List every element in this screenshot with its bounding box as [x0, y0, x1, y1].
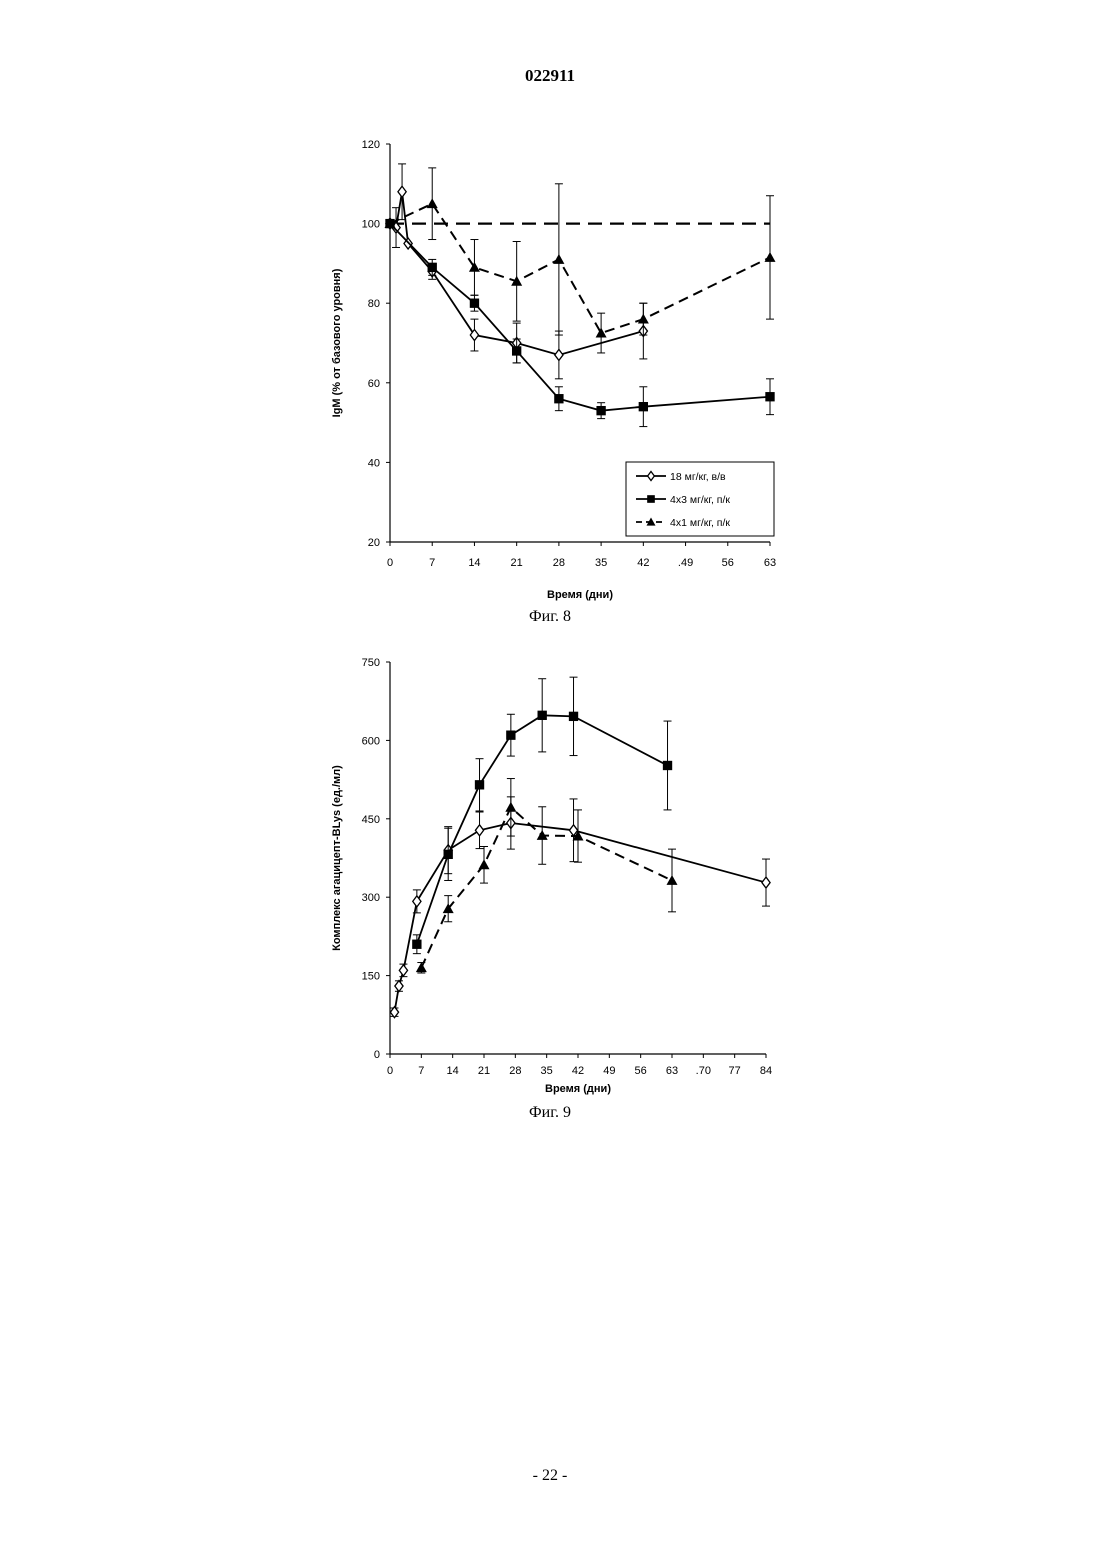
series-2-point [666, 874, 678, 885]
x-tick-label: .70 [696, 1065, 711, 1077]
series-1-point [443, 849, 453, 860]
document-number: 022911 [524, 66, 576, 85]
series-2-point [572, 830, 584, 841]
x-tick-label: 14 [468, 557, 480, 569]
series-0-point [553, 348, 564, 362]
series-0-point [397, 185, 408, 199]
y-tick-label: 20 [368, 537, 380, 549]
y-tick-label: 80 [368, 298, 380, 310]
y-tick-label: 40 [368, 457, 380, 469]
series-2-point [468, 261, 480, 272]
series-2-point [426, 198, 438, 209]
x-tick-label: 21 [511, 557, 523, 569]
chart-fig8-igm: 20 40 60 80 100 120 0 7 14 21 28 35 42 .49 56 63 Время (… [331, 139, 776, 601]
y-tick-label: 60 [368, 378, 380, 390]
chart-fig9-complex: 0 150 300 450 600 750 0 7 14 21 28 35 42 49 56 63 .70 77 8… [331, 657, 772, 1095]
x-tick-label: 28 [553, 557, 565, 569]
series-0-point [394, 979, 404, 993]
series-0-point [761, 875, 771, 890]
series-1-point [412, 939, 422, 949]
series-2-point [415, 962, 427, 973]
series-1-point [537, 710, 547, 720]
series-1-point [511, 346, 522, 356]
series-1-point [596, 405, 606, 416]
legend-marker-0 [646, 470, 656, 482]
x-tick-label: 42 [572, 1065, 584, 1077]
series-2-point [764, 251, 776, 262]
series-0-point [469, 328, 480, 342]
y-tick-label: 100 [362, 219, 380, 231]
legend-label-2: 4х1 мг/кг, п/к [670, 517, 730, 529]
series-2-point [478, 859, 490, 870]
y-axis-label: IgM (% от базового уровня) [331, 268, 343, 417]
series-2-point [505, 801, 517, 812]
series-2-line [389, 202, 771, 335]
x-tick-label: 49 [603, 1065, 615, 1077]
y-axis-label: Комплекс агацицепт-BLys (ед./мл) [331, 765, 343, 951]
series-1-point [506, 730, 516, 740]
x-tick-label: 7 [429, 557, 435, 569]
x-tick-label: 7 [418, 1065, 424, 1077]
series-2-point [595, 327, 607, 338]
series-1-point [638, 402, 649, 412]
series-0-point [474, 823, 485, 837]
x-tick-label: 14 [447, 1065, 459, 1077]
y-tick-label: 450 [362, 814, 380, 826]
series-1-point [554, 394, 564, 404]
x-tick-label: 0 [387, 1065, 393, 1077]
x-tick-label: 0 [387, 557, 393, 569]
series-1-point [469, 298, 480, 308]
x-tick-label: .49 [678, 557, 693, 569]
y-tick-label: 0 [374, 1049, 380, 1061]
y-tick-label: 300 [362, 892, 380, 904]
series-1-line [389, 222, 771, 412]
series-1-point [662, 760, 673, 771]
x-tick-label: 28 [509, 1065, 521, 1077]
y-tick-label: 120 [362, 139, 380, 151]
figure-caption-9: Фиг. 9 [529, 1104, 571, 1121]
series-2-point [442, 903, 454, 914]
series-2-point [536, 830, 548, 840]
legend-marker-1 [647, 495, 655, 503]
x-tick-label: 56 [722, 557, 734, 569]
x-axis-label: Время (дни) [547, 589, 613, 601]
series-1-point [568, 711, 579, 722]
series-2-point [553, 253, 565, 264]
y-tick-label: 750 [362, 657, 380, 669]
x-tick-label: 35 [541, 1065, 553, 1077]
y-tick-label: 600 [362, 735, 380, 747]
legend-marker-2 [646, 517, 656, 526]
x-tick-label: 21 [478, 1065, 490, 1077]
page-number: - 22 - [532, 1467, 568, 1484]
x-axis-label: Время (дни) [545, 1083, 611, 1095]
legend-label-0: 18 мг/кг, в/в [670, 471, 726, 483]
x-tick-label: 77 [729, 1065, 741, 1077]
x-tick-label: 63 [764, 557, 776, 569]
x-tick-label: 42 [637, 557, 649, 569]
series-2-point [384, 218, 396, 228]
legend-label-1: 4х3 мг/кг, п/к [670, 494, 730, 506]
series-1-point [765, 392, 775, 402]
x-tick-label: 84 [760, 1065, 772, 1077]
series-1-point [474, 780, 485, 790]
series-1-point [427, 262, 437, 273]
x-tick-label: 56 [635, 1065, 647, 1077]
x-tick-label: 63 [666, 1065, 678, 1077]
y-tick-label: 150 [362, 971, 380, 983]
series-2-point [637, 313, 649, 324]
series-0-point [411, 894, 422, 908]
series-2-point [511, 275, 523, 286]
series-0-point [398, 963, 409, 977]
series-0-point [389, 1005, 400, 1019]
x-tick-label: 35 [595, 557, 607, 569]
figure-caption-8: Фиг. 8 [529, 608, 571, 625]
